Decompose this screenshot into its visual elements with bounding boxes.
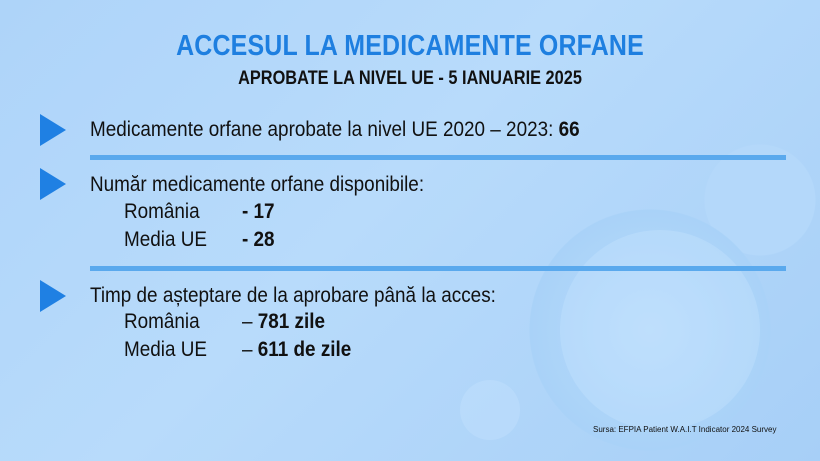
row-name: România <box>124 310 200 333</box>
source-note: Sursa: EFPIA Patient W.A.I.T Indicator 2… <box>593 425 777 434</box>
row-name: România <box>124 200 200 223</box>
row-name: Media UE <box>124 338 207 361</box>
triangle-bullet-icon <box>40 114 66 146</box>
row-value: - 17 <box>242 200 275 223</box>
item-label: Medicamente orfane aprobate la nivel UE … <box>90 118 559 141</box>
item-value: 66 <box>558 118 580 141</box>
triangle-bullet-icon <box>40 168 66 200</box>
page-subtitle: APROBATE LA NIVEL UE - 5 IANUARIE 2025 <box>238 68 582 89</box>
row-value: - 28 <box>242 228 275 251</box>
background-bubble <box>460 380 520 440</box>
divider <box>90 155 786 160</box>
row-value: 781 zile <box>257 310 326 333</box>
row-value-wrap: – 611 de zile <box>242 338 351 362</box>
item-available-label: Număr medicamente orfane disponibile: <box>90 173 425 196</box>
item-wait-label: Timp de așteptare de la aprobare până la… <box>90 284 496 307</box>
divider <box>90 266 786 271</box>
row-dash: – <box>242 310 258 333</box>
background-bubble <box>560 230 760 430</box>
page-title: ACCESUL LA MEDICAMENTE ORFANE <box>176 30 644 62</box>
row-value: 611 de zile <box>257 338 352 361</box>
row-name: Media UE <box>124 228 207 251</box>
row-value-wrap: – 781 zile <box>242 310 325 334</box>
item-approved: Medicamente orfane aprobate la nivel UE … <box>90 118 580 142</box>
triangle-bullet-icon <box>40 280 66 312</box>
row-dash: – <box>242 338 258 361</box>
